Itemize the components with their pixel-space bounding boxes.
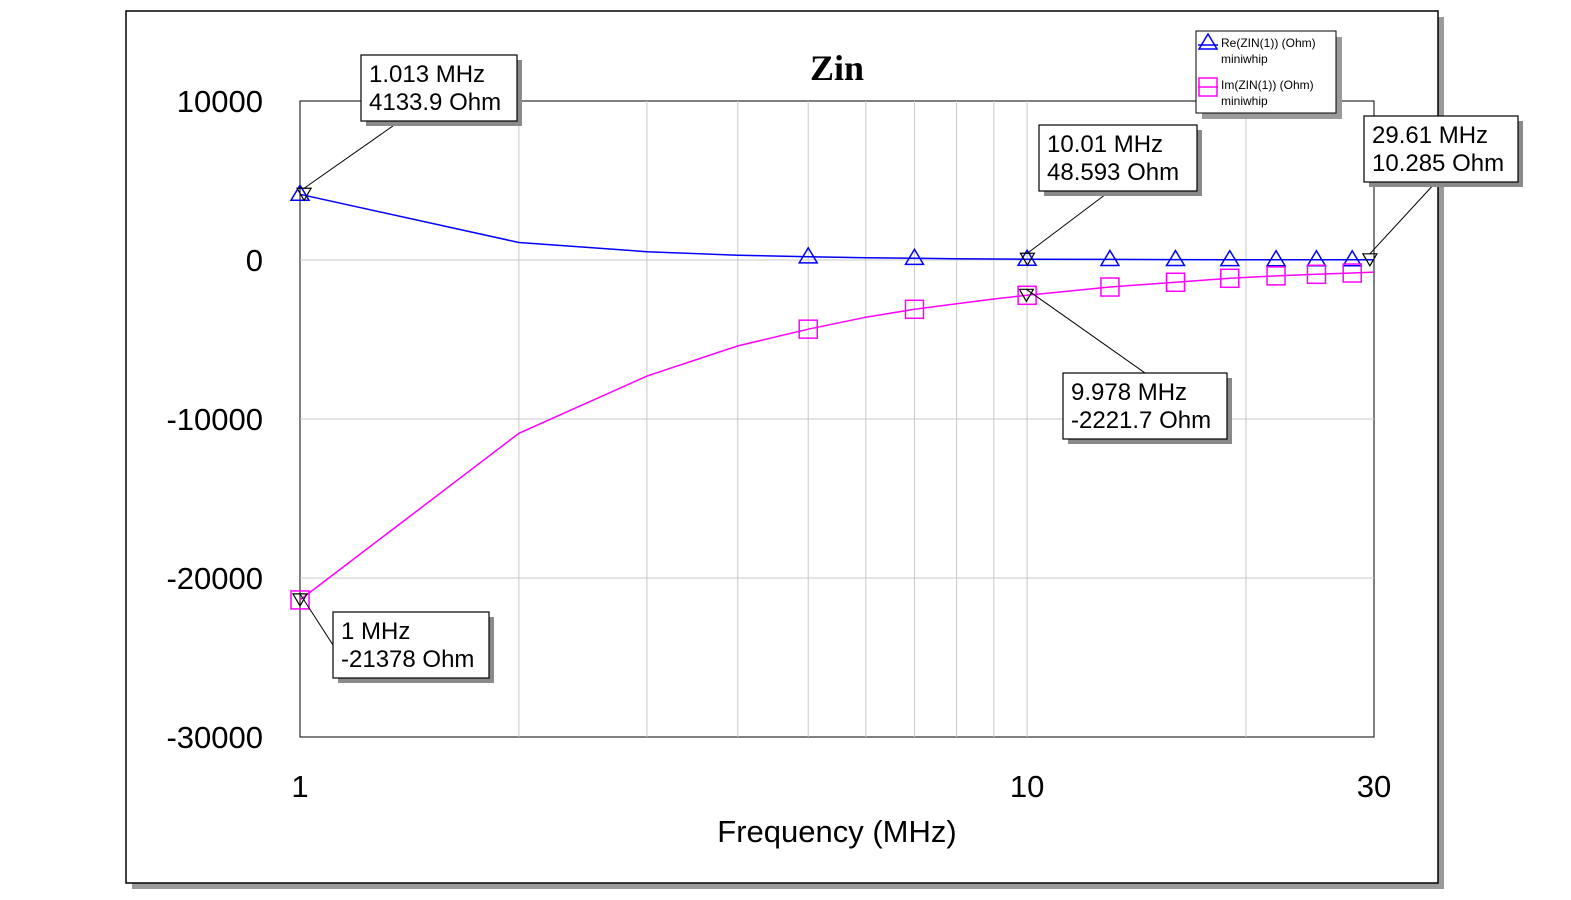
legend-marker-re — [1197, 32, 1219, 50]
data-point-re — [904, 247, 925, 266]
data-point-re — [289, 183, 311, 202]
marker-box — [332, 611, 490, 679]
marker-pointer — [1019, 252, 1036, 267]
series-line-im — [299, 271, 1375, 601]
data-point-im — [1165, 272, 1186, 293]
marker-label: 10.285 Ohm — [1372, 150, 1504, 177]
marker-pointer — [1361, 253, 1378, 268]
marker-box — [1363, 115, 1519, 183]
marker-box — [1038, 124, 1198, 192]
y-tick-label: -30000 — [166, 720, 263, 755]
marker-pointer — [1018, 288, 1035, 303]
legend-box — [1195, 30, 1337, 114]
x-tick-label: 10 — [1010, 769, 1044, 804]
legend-sub-im: miniwhip — [1221, 94, 1268, 108]
marker-label: -2221.7 Ohm — [1071, 407, 1211, 434]
y-tick-label: 0 — [246, 243, 263, 278]
marker-pointer — [291, 593, 309, 608]
legend-label-re: Re(ZIN(1)) (Ohm) — [1221, 36, 1316, 50]
marker-leader-line — [1026, 288, 1146, 374]
marker-label: 4133.9 Ohm — [369, 89, 501, 116]
y-tick-label: -20000 — [166, 561, 263, 596]
marker-box — [360, 54, 518, 122]
marker-leader-line — [299, 593, 334, 646]
data-point-im — [1266, 266, 1286, 286]
marker-label: 29.61 MHz — [1372, 122, 1488, 149]
data-point-im — [1342, 263, 1362, 283]
data-point-im — [1220, 268, 1240, 289]
data-point-re — [1219, 249, 1241, 267]
legend: Re(ZIN(1)) (Ohm) miniwhip Im(ZIN(1)) (Oh… — [1195, 30, 1342, 119]
legend-marker-im — [1198, 77, 1218, 97]
y-tick-label: 10000 — [177, 84, 263, 119]
data-point-im — [1306, 264, 1327, 285]
data-point-im — [290, 590, 310, 610]
x-axis-title: Frequency (MHz) — [717, 814, 956, 849]
tick-layer: 10000 0 -10000 -20000 -30000 1 10 30 — [166, 84, 1391, 804]
marker-label: 10.01 MHz — [1047, 131, 1163, 158]
series-line-re — [299, 193, 1374, 261]
x-tick-label: 1 — [291, 769, 308, 804]
data-point-re — [1341, 249, 1363, 267]
marker-leader-line — [1369, 181, 1437, 255]
y-tick-label: -10000 — [166, 402, 263, 437]
chart-title: Zin — [810, 48, 864, 88]
grid — [300, 101, 1374, 737]
data-point-re — [797, 246, 819, 264]
marker-leader-line — [303, 120, 401, 189]
data-point-re — [1165, 249, 1186, 267]
legend-sub-re: miniwhip — [1221, 52, 1268, 66]
series-layer — [289, 183, 1375, 610]
marker-leader-line — [1027, 190, 1111, 254]
marker-label: 1.013 MHz — [369, 61, 485, 88]
data-point-im — [904, 299, 925, 320]
data-point-re — [1265, 249, 1287, 267]
legend-label-im: Im(ZIN(1)) (Ohm) — [1221, 78, 1314, 92]
data-point-im — [1100, 277, 1120, 297]
legend-items — [1197, 32, 1219, 97]
x-tick-label: 30 — [1357, 769, 1391, 804]
marker-label: -21378 Ohm — [341, 646, 474, 673]
data-point-im — [798, 319, 818, 339]
data-point-re — [1099, 248, 1121, 267]
marker-label: 48.593 Ohm — [1047, 159, 1179, 186]
data-point-im — [1017, 285, 1037, 306]
marker-label: 9.978 MHz — [1071, 379, 1187, 406]
marker-pointer — [296, 187, 313, 202]
marker-label: 1 MHz — [341, 618, 410, 645]
marker-box — [1062, 372, 1228, 440]
